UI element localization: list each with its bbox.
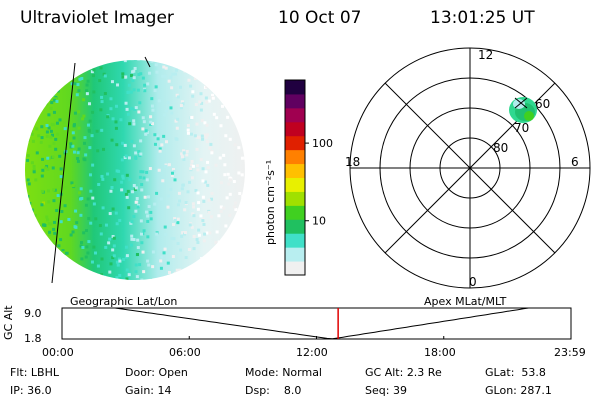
colorbar-swatch	[285, 247, 305, 262]
uv-earth-image	[25, 56, 245, 284]
timeline-ticks	[61, 336, 572, 339]
colorbar: 100 10	[284, 79, 333, 276]
mlt-6-label: 6	[571, 155, 579, 169]
terminator-line	[51, 62, 76, 284]
gain-value: 14	[157, 384, 172, 397]
seq-value: 39	[392, 384, 407, 397]
time-label: 13:01:25 UT	[430, 8, 535, 28]
colorbar-swatch	[285, 149, 305, 165]
x-tick-2359: 23:59	[554, 346, 586, 359]
seq-field: Seq: 39	[365, 384, 407, 397]
altitude-timeline	[61, 307, 572, 340]
colorbar-swatch	[285, 121, 305, 137]
satellite-marker-cross	[514, 97, 528, 109]
ip-field: IP: 36.0	[10, 384, 52, 397]
auroral-patch	[509, 97, 537, 123]
geographic-label: Geographic Lat/Lon	[70, 295, 178, 308]
colorbar-label: photon cm⁻²s⁻¹	[264, 159, 277, 245]
colorbar-tick-label: 100	[312, 137, 333, 150]
x-tick-1200: 12:00	[296, 346, 328, 359]
gc-alt-axis-label: GC Alt	[2, 305, 15, 340]
lat-70-label: 70	[514, 121, 529, 135]
colorbar-swatch	[285, 135, 305, 151]
lat-60-label: 60	[535, 97, 550, 111]
gcalt-field: GC Alt: 2.3 Re	[365, 366, 442, 379]
colorbar-swatch	[285, 233, 305, 248]
gain-field: Gain: 14	[125, 384, 172, 397]
colorbar-swatch	[285, 93, 305, 109]
filter-value: LBHL	[30, 366, 59, 379]
door-value: Open	[158, 366, 188, 379]
dsp-field: Dsp: 8.0	[245, 384, 302, 397]
orbit-altitude-curve	[62, 307, 571, 340]
mode-field: Mode: Normal	[245, 366, 322, 379]
x-tick-0000: 00:00	[42, 346, 74, 359]
ip-value: 36.0	[27, 384, 52, 397]
apex-label: Apex MLat/MLT	[424, 295, 507, 308]
lat-80-label: 80	[493, 141, 508, 155]
dsp-value: 8.0	[283, 384, 302, 397]
date-label: 10 Oct 07	[278, 8, 362, 28]
mlt-0-label: 0	[469, 275, 477, 289]
timeline-frame	[61, 307, 572, 340]
colorbar-swatch	[285, 80, 305, 95]
mlt-18-label: 18	[345, 155, 360, 169]
colorbar-swatch	[285, 191, 305, 206]
y-tick-max: 9.0	[24, 307, 42, 320]
colorbar-swatch	[285, 205, 305, 220]
colorbar-swatch	[285, 261, 305, 276]
colorbar-tick-label: 10	[312, 215, 326, 228]
glat-field: GLat: 53.8	[485, 366, 546, 379]
gcalt-value: 2.3 Re	[406, 366, 442, 379]
colorbar-swatches	[285, 80, 305, 276]
mode-value: Normal	[282, 366, 322, 379]
filter-field: Flt: LBHL	[10, 366, 59, 379]
glon-field: GLon: 287.1	[485, 384, 552, 397]
colorbar-frame	[284, 79, 306, 276]
glat-value: 53.8	[521, 366, 546, 379]
glon-value: 287.1	[520, 384, 552, 397]
polar-plot: 12 6 0 18 60 70 80	[345, 47, 591, 289]
app-title: Ultraviolet Imager	[20, 8, 174, 28]
edge-tick	[144, 56, 151, 68]
colorbar-swatch	[285, 219, 305, 234]
colorbar-ticks: 100 10	[305, 137, 333, 228]
colorbar-swatch	[285, 107, 305, 123]
door-field: Door: Open	[125, 366, 188, 379]
mlt-12-label: 12	[478, 48, 493, 62]
colorbar-swatch	[285, 163, 305, 178]
x-tick-1800: 18:00	[424, 346, 456, 359]
colorbar-swatch	[285, 177, 305, 192]
y-tick-min: 1.8	[24, 332, 42, 345]
x-tick-0600: 06:00	[169, 346, 201, 359]
